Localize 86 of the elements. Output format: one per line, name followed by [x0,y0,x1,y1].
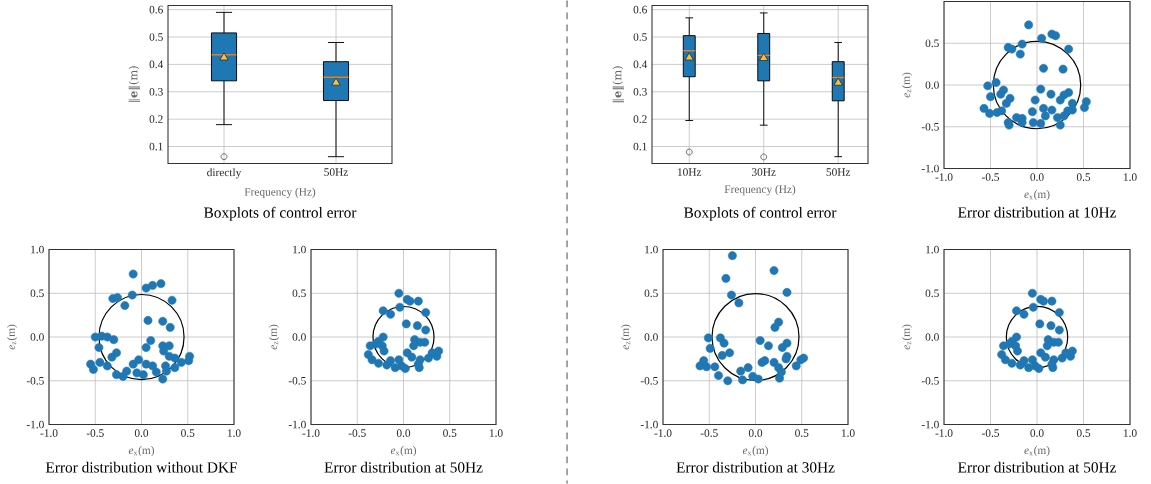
x-tick-label: -0.5 [86,429,104,437]
y-tick-label: 0.6 [149,5,163,14]
y-tick-label: 0.5 [925,39,939,48]
y-tick-label: 0.5 [149,33,163,41]
y-tick-label: 0.0 [925,81,939,89]
x-tick-label: -1.0 [40,429,58,437]
y-axis-title: ‖e‖(m) [612,66,624,103]
text: Error distribution at 50Hz [958,461,1117,473]
y-tick-label: 0.3 [149,87,163,96]
y-axis-title: e$_{z}$(m) [620,324,632,350]
y-axis-title: ‖e‖(m) [128,66,140,103]
x-axis-title: e$_{x}$(m) [390,446,417,457]
x-axis-title: e$_{x}$(m) [1024,190,1050,201]
x-axis-title: Frequency (Hz) [724,185,796,196]
x-tick-label: 0.5 [795,429,809,437]
y-tick-label: 0.4 [633,60,648,69]
y-tick-label: 1.0 [926,245,939,254]
y-tick-label: -1.0 [26,420,44,429]
y-tick-label: 0.5 [292,289,306,298]
x-tick-label: 0.0 [134,429,149,437]
y-axis-title: e$_{z}$(m) [268,324,280,350]
x-tick-label: 0.5 [1076,429,1091,437]
x-tick-label: 1.0 [489,429,503,437]
y-tick-label: 0.5 [925,289,939,298]
x-tick-label: 1.0 [227,429,241,437]
y-tick-label: 0.6 [633,5,647,14]
y-tick-label: 0.0 [925,333,939,341]
y-tick-label: 1.0 [645,245,658,254]
y-tick-label: -1.0 [640,420,658,429]
x-tick-label: 1.0 [841,429,855,437]
y-tick-label: 0.5 [633,33,647,41]
x-tick-label: -1.0 [302,429,320,437]
x-tick-label: -0.5 [700,429,718,437]
text: Boxplots of control error [684,206,837,221]
y-tick-label: 0.0 [644,333,658,341]
y-axis-title: e$_{z}$(m) [6,324,18,350]
y-tick-label: 0.5 [30,289,44,298]
text: Error distribution at 50Hz [324,461,483,473]
x-tick-label: 1.0 [1123,173,1137,181]
x-tick-label: -0.5 [981,429,1000,437]
x-tick-label: -1.0 [654,429,672,437]
x-tick-label: 0.0 [748,429,763,437]
y-tick-label: -1.0 [288,420,306,429]
x-tick-label: -1.0 [935,173,953,181]
y-tick-label: 1.0 [31,245,44,254]
x-axis-title: e$_{x}$(m) [128,446,155,457]
x-tick-label: 10Hz [677,168,702,176]
x-tick-label: 0.5 [181,429,195,437]
text: Error distribution at 30Hz [676,461,835,473]
y-tick-label: -0.5 [921,122,939,131]
y-tick-label: 0.3 [633,87,647,96]
y-tick-label: 0.0 [30,333,44,341]
x-tick-label: -0.5 [348,429,366,437]
y-tick-label: 0.1 [149,142,163,151]
text: Boxplots of control error [204,206,357,221]
y-tick-label: -1.0 [921,420,939,429]
y-axis-title: e$_{z}$(m) [901,324,913,350]
x-tick-label: -0.5 [981,173,1000,181]
x-tick-label: 0.5 [1076,173,1091,181]
y-tick-label: -0.5 [640,376,658,385]
x-tick-label: 50Hz [324,168,348,176]
y-tick-label: 0.2 [633,115,647,123]
x-tick-label: 0.0 [1030,173,1044,181]
text: Error distribution without DKF [45,461,237,473]
y-axis-title: e$_{z}$(m) [901,72,913,98]
x-axis-title: Frequency (Hz) [244,187,316,198]
x-tick-label: 1.0 [1123,429,1137,437]
x-tick-label: directly [207,168,242,179]
x-tick-label: 0.5 [443,429,457,437]
x-axis-title: e$_{x}$(m) [1024,446,1050,457]
text: Error distribution at 10Hz [958,206,1117,218]
x-tick-label: 50Hz [826,168,851,176]
x-axis-title: e$_{x}$(m) [742,446,769,457]
y-tick-label: -0.5 [26,376,44,385]
y-tick-label: 0.5 [644,289,658,298]
y-tick-label: -0.5 [288,376,306,385]
y-tick-label: 0.4 [149,60,164,69]
x-tick-label: -1.0 [935,429,953,437]
x-tick-label: 30Hz [752,168,776,176]
y-tick-label: -0.5 [921,376,939,385]
y-tick-label: 0.0 [292,333,306,341]
x-tick-label: 0.0 [396,429,411,437]
y-tick-label: 0.1 [633,142,647,151]
y-tick-label: 1.0 [293,245,306,254]
x-tick-label: 0.0 [1030,429,1044,437]
y-tick-label: 0.2 [149,115,163,123]
